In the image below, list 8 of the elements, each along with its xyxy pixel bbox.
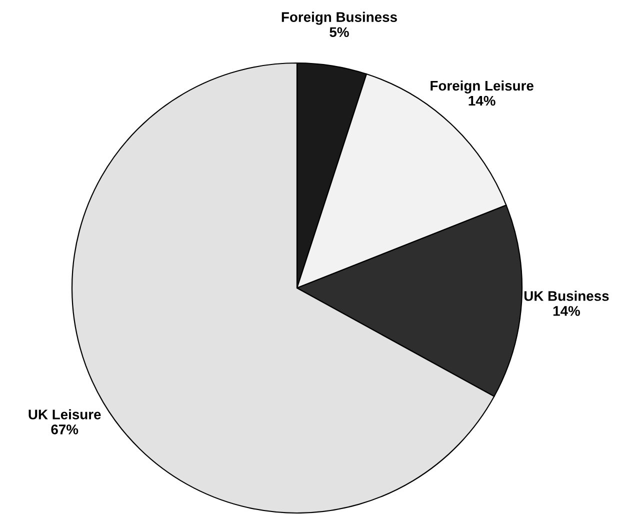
data-label: 14% <box>553 306 580 316</box>
slice-label: UK Leisure <box>28 409 101 420</box>
slice-label: UK Business <box>524 290 609 301</box>
data-label: 67% <box>51 424 78 434</box>
data-label: 14% <box>468 96 496 106</box>
slice-label: Foreign Business <box>282 12 397 25</box>
data-label: 5% <box>330 27 349 38</box>
slice-label: Foreign Leisure <box>430 80 534 94</box>
